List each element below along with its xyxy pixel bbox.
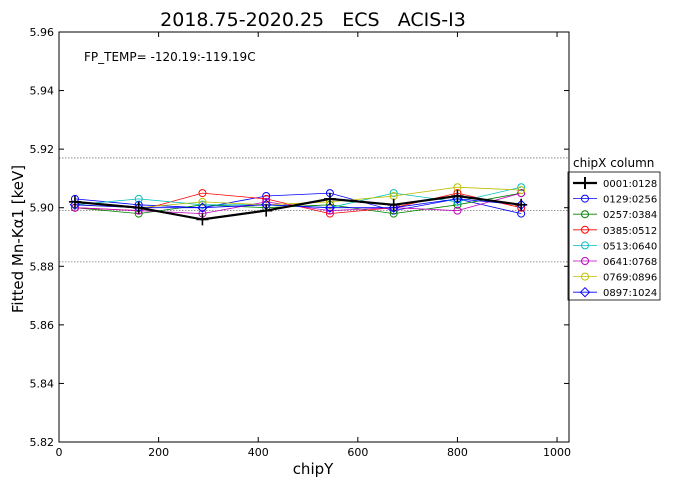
data-point-0513:0640: [517, 183, 526, 192]
y-tick-label: 5.94: [30, 85, 55, 98]
legend-label-0385:0512: 0385:0512: [603, 226, 657, 237]
data-point-0897:1024: [324, 202, 336, 213]
y-tick-label: 5.86: [30, 319, 55, 332]
data-point-0001:0128: [196, 213, 209, 226]
data-point-0513:0640: [198, 200, 207, 209]
chart-title: 2018.75-2020.25 ECS ACIS-I3: [160, 9, 466, 31]
data-point-0129:0256: [262, 192, 271, 200]
data-point-0001:0128: [132, 201, 145, 214]
x-tick-label: 0: [56, 446, 63, 459]
x-tick-label: 800: [447, 446, 468, 459]
legend-marker-0385:0512: [581, 225, 589, 234]
legend-label-0513:0640: 0513:0640: [603, 241, 657, 252]
y-tick-label: 5.88: [30, 260, 55, 273]
data-point-0001:0128: [323, 192, 336, 205]
data-point-0385:0512: [262, 194, 271, 203]
data-point-0897:1024: [197, 202, 208, 213]
data-point-0001:0128: [260, 204, 273, 217]
x-axis-label: chipY: [293, 460, 334, 478]
data-point-0513:0640: [389, 189, 398, 198]
data-point-0769:0896: [198, 197, 207, 206]
y-tick-label: 5.84: [30, 377, 55, 390]
legend-label-0769:0896: 0769:0896: [603, 273, 657, 284]
series-line-0769:0896: [74, 186, 522, 209]
plot-frame: [58, 31, 570, 443]
series-line-0129:0256: [74, 192, 522, 214]
data-point-0897:1024: [388, 202, 399, 213]
legend-label-0897:1024: 0897:1024: [603, 288, 657, 299]
data-point-0385:0512: [198, 189, 207, 198]
legend-marker-0897:1024: [579, 286, 591, 298]
legend-marker-0641:0768: [581, 257, 589, 265]
data-point-0641:0768: [453, 206, 462, 215]
data-point-0897:1024: [69, 199, 81, 210]
data-point-0641:0768: [517, 189, 526, 198]
series-line-0897:1024: [74, 198, 522, 209]
plot-area: 0 200 400 600 800 1000 5.82 5.84 5.86 5.88 5.90 5.9…: [30, 26, 658, 459]
x-tick-label: 600: [347, 446, 368, 459]
legend-marker-0129:0256: [581, 194, 589, 203]
legend-box: [567, 171, 661, 301]
legend-marker-0769:0896: [581, 272, 589, 281]
fp-temp-annotation: FP_TEMP= -120.19:-119.19C: [84, 50, 256, 64]
legend-label-0001:0128: 0001:0128: [603, 179, 657, 190]
data-point-0001:0128: [387, 198, 400, 211]
series-line-0001:0128: [74, 194, 522, 221]
y-tick-label: 5.96: [30, 26, 55, 39]
data-point-0001:0128: [515, 198, 528, 211]
legend-label-0641:0768: 0641:0768: [603, 257, 657, 268]
legend-marker-0513:0640: [581, 241, 589, 250]
data-point-0001:0128: [68, 195, 81, 208]
legend-title: chipX column: [573, 156, 654, 170]
x-tick-label: 200: [148, 446, 169, 459]
y-axis-label: Fitted Mn-Kα1 [keV]: [9, 165, 27, 313]
data-point-0001:0128: [451, 190, 464, 202]
legend-marker-0001:0128: [579, 177, 591, 189]
data-point-0769:0896: [517, 186, 526, 195]
y-tick-label: 5.92: [30, 143, 55, 156]
legend-label-0257:0384: 0257:0384: [603, 210, 657, 221]
legend-label-0129:0256: 0129:0256: [603, 195, 657, 206]
x-tick-label: 1000: [543, 446, 571, 459]
legend-marker-0257:0384: [581, 210, 589, 219]
data-point-0641:0768: [325, 206, 334, 215]
data-point-0385:0512: [325, 209, 334, 218]
y-tick-label: 5.82: [30, 436, 55, 449]
x-tick-label: 400: [248, 446, 269, 459]
y-tick-label: 5.90: [30, 202, 55, 215]
